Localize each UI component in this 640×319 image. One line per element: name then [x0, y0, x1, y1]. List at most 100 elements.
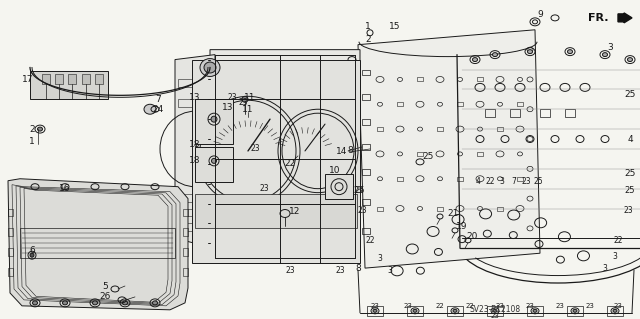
Bar — [208, 223, 213, 229]
Text: 8: 8 — [355, 263, 361, 273]
Bar — [457, 177, 463, 181]
Text: 11: 11 — [243, 105, 253, 114]
Ellipse shape — [63, 301, 67, 305]
Bar — [397, 102, 403, 106]
Bar — [208, 99, 213, 105]
Ellipse shape — [303, 113, 307, 116]
Ellipse shape — [301, 147, 308, 154]
Text: 11: 11 — [244, 93, 256, 102]
Text: 9: 9 — [537, 11, 543, 19]
Text: 22: 22 — [284, 160, 296, 168]
Bar — [540, 109, 550, 117]
Text: 23: 23 — [250, 145, 260, 153]
Ellipse shape — [273, 117, 337, 185]
Text: 13: 13 — [189, 93, 201, 102]
Bar — [208, 139, 213, 145]
Bar — [510, 109, 520, 117]
Bar — [208, 119, 213, 125]
Text: 23: 23 — [525, 303, 534, 309]
Ellipse shape — [208, 109, 288, 193]
Bar — [417, 152, 423, 156]
Ellipse shape — [211, 116, 217, 122]
Bar — [607, 306, 623, 316]
Ellipse shape — [493, 53, 497, 56]
Text: 25: 25 — [533, 177, 543, 186]
Text: 23: 23 — [521, 177, 531, 186]
Bar — [362, 94, 370, 100]
Text: 3: 3 — [603, 263, 607, 273]
Bar — [218, 164, 248, 184]
Ellipse shape — [613, 309, 617, 312]
Ellipse shape — [93, 301, 97, 305]
Ellipse shape — [122, 301, 127, 305]
Bar — [437, 127, 443, 131]
Ellipse shape — [200, 59, 220, 77]
Text: 7: 7 — [511, 177, 516, 186]
Ellipse shape — [472, 58, 477, 62]
Text: 23: 23 — [556, 303, 564, 309]
Text: 22: 22 — [365, 236, 375, 245]
Bar — [178, 209, 208, 217]
Ellipse shape — [38, 127, 42, 131]
Text: 2: 2 — [365, 35, 371, 44]
Bar — [527, 306, 543, 316]
Polygon shape — [358, 30, 540, 268]
Polygon shape — [175, 55, 215, 248]
Ellipse shape — [223, 113, 227, 116]
Text: 23: 23 — [335, 266, 345, 275]
Ellipse shape — [602, 53, 607, 56]
Bar — [362, 119, 370, 125]
Text: 3: 3 — [500, 177, 504, 186]
Text: 1: 1 — [365, 22, 371, 31]
Text: 23: 23 — [285, 266, 295, 275]
Text: 3: 3 — [378, 254, 383, 263]
Text: 16: 16 — [60, 184, 71, 193]
Bar — [497, 206, 503, 211]
Text: 18: 18 — [189, 140, 201, 150]
Bar — [517, 102, 523, 106]
Ellipse shape — [204, 62, 216, 73]
Bar — [362, 70, 370, 76]
Text: 3: 3 — [612, 252, 618, 261]
Bar — [55, 74, 63, 85]
Bar — [298, 164, 328, 184]
Ellipse shape — [527, 50, 532, 54]
Text: 20: 20 — [467, 232, 477, 241]
Bar — [362, 144, 370, 150]
Text: 25: 25 — [624, 169, 636, 178]
Bar — [82, 74, 90, 85]
Bar — [178, 99, 208, 107]
Bar — [208, 184, 213, 190]
Bar — [417, 78, 423, 81]
Text: 22: 22 — [485, 177, 495, 186]
Bar — [8, 228, 13, 236]
Text: 4: 4 — [476, 177, 481, 186]
Bar — [178, 194, 208, 202]
Text: 4: 4 — [627, 135, 633, 144]
Ellipse shape — [211, 159, 216, 163]
Bar — [8, 209, 13, 217]
Text: 25: 25 — [625, 186, 636, 195]
Text: 25: 25 — [355, 186, 365, 195]
Ellipse shape — [152, 301, 157, 305]
Bar — [20, 228, 175, 258]
Bar — [457, 102, 463, 106]
Bar — [195, 147, 233, 182]
Text: 22: 22 — [613, 236, 623, 245]
Bar — [485, 109, 495, 117]
Bar — [367, 306, 383, 316]
Bar — [407, 306, 423, 316]
Bar — [497, 127, 503, 131]
Ellipse shape — [244, 147, 252, 155]
Text: 23: 23 — [586, 303, 595, 309]
Bar — [362, 169, 370, 175]
Polygon shape — [8, 179, 188, 310]
Text: 8: 8 — [347, 146, 353, 155]
Text: 21: 21 — [447, 209, 459, 218]
Text: 12: 12 — [289, 207, 301, 216]
Ellipse shape — [263, 113, 267, 116]
Ellipse shape — [33, 301, 38, 305]
Text: 17: 17 — [22, 75, 34, 84]
Text: 23: 23 — [404, 303, 412, 309]
Bar — [517, 177, 523, 181]
